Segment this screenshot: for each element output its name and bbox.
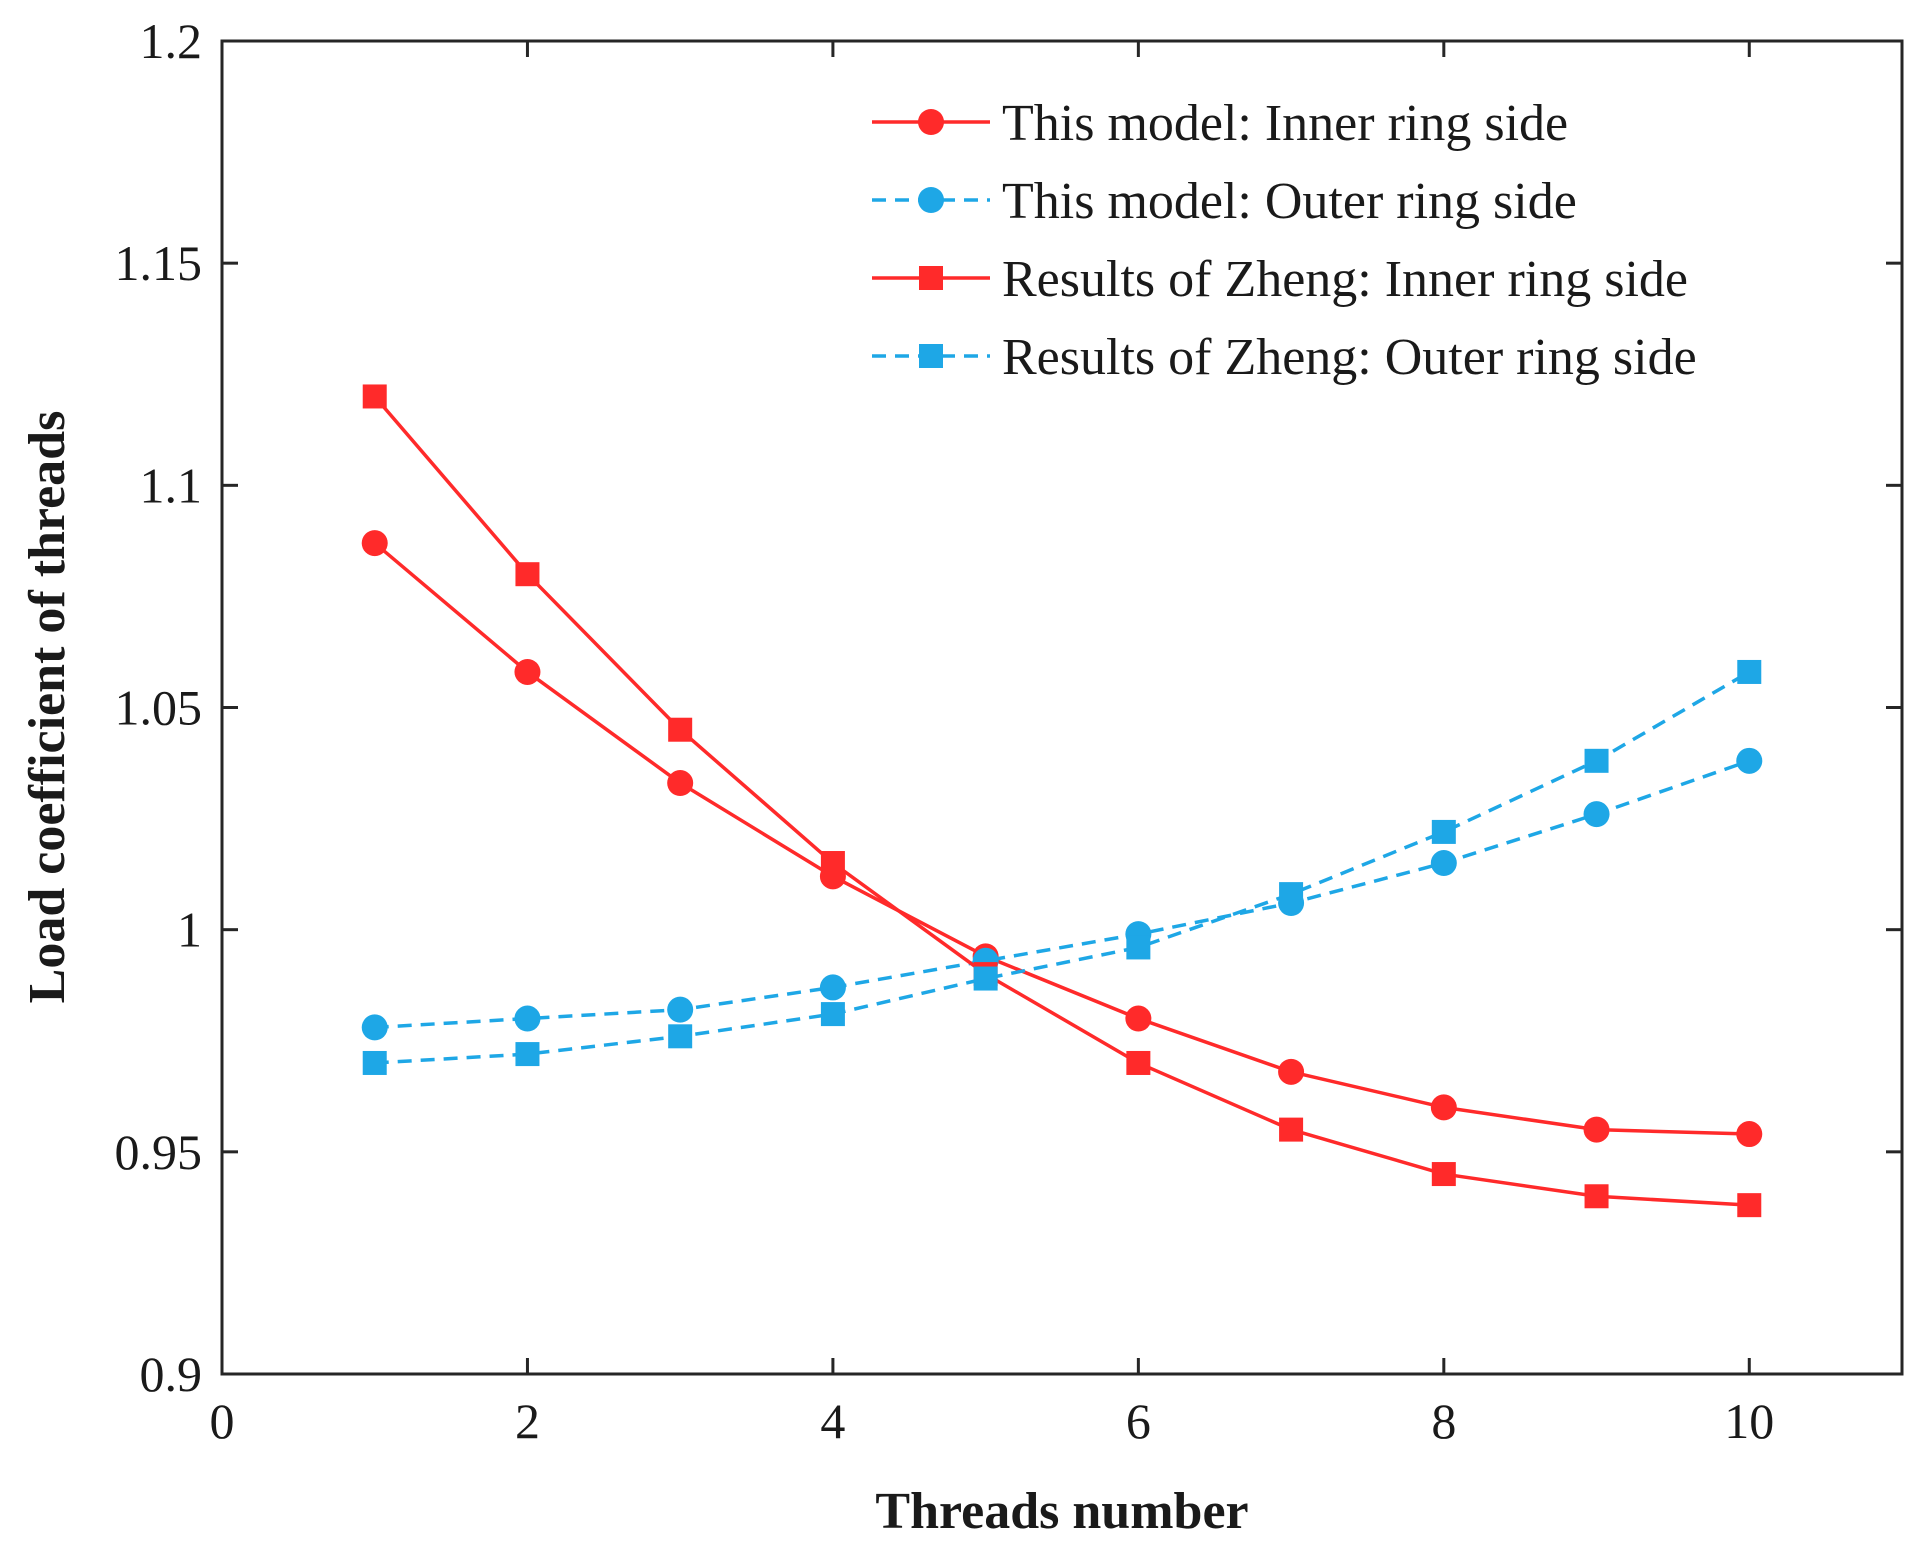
data-point <box>1279 882 1304 907</box>
y-tick-label: 1.15 <box>115 235 203 291</box>
legend-item: This model: Inner ring side <box>872 95 1568 152</box>
data-point <box>362 384 387 409</box>
ticks-group: 0 2 4 6 8 10 0.9 0.95 1 1.05 1.1 1.15 1.2 <box>115 13 1902 1449</box>
y-tick-label: 1 <box>177 902 202 958</box>
data-point <box>361 1014 388 1041</box>
legend-item: Results of Zheng: Inner ring side <box>872 251 1688 308</box>
data-point <box>820 1002 845 1027</box>
legend-label: Results of Zheng: Inner ring side <box>1002 251 1688 308</box>
x-tick-label: 4 <box>820 1393 845 1449</box>
axes-group <box>220 39 1904 1376</box>
series-2 <box>361 747 1763 1041</box>
legend-label: This model: Outer ring side <box>1002 173 1577 230</box>
data-point <box>1125 1005 1152 1032</box>
x-tick-label: 0 <box>210 1393 235 1449</box>
y-tick-label: 0.95 <box>115 1124 203 1180</box>
data-point <box>668 1024 693 1049</box>
data-point <box>1736 1121 1763 1148</box>
data-point <box>1584 1184 1609 1209</box>
legend-label: Results of Zheng: Outer ring side <box>1002 329 1697 386</box>
data-point <box>667 770 694 797</box>
data-point <box>1736 747 1763 774</box>
series-4 <box>362 659 1762 1075</box>
data-point <box>973 966 998 991</box>
x-axis-title: Threads number <box>875 1483 1248 1540</box>
data-point <box>362 1050 387 1075</box>
data-point <box>361 530 388 557</box>
data-point <box>668 717 693 742</box>
x-tick-label: 2 <box>515 1393 540 1449</box>
data-point <box>1584 748 1609 773</box>
data-point <box>1737 1193 1762 1218</box>
data-point <box>1430 850 1457 877</box>
data-point <box>1583 801 1610 828</box>
data-point <box>1430 1094 1457 1121</box>
series-1 <box>361 530 1763 1148</box>
y-tick-label: 1.2 <box>140 13 203 69</box>
x-tick-label: 10 <box>1724 1393 1774 1449</box>
data-point <box>820 851 845 876</box>
plot-frame <box>220 39 1904 1376</box>
data-point <box>1126 935 1151 960</box>
data-point <box>667 996 694 1023</box>
data-point <box>1279 1117 1304 1142</box>
data-point <box>1583 1116 1610 1143</box>
x-tick-label: 6 <box>1126 1393 1151 1449</box>
y-axis-title: Load coefficient of threads <box>19 411 76 1004</box>
legend-marker <box>919 344 943 368</box>
legend-item: Results of Zheng: Outer ring side <box>872 329 1697 386</box>
series-line <box>374 759 1750 1030</box>
series-line <box>373 541 1750 1136</box>
y-tick-label: 1.1 <box>140 457 203 513</box>
legend-label: This model: Inner ring side <box>1002 95 1568 152</box>
data-point <box>514 1005 541 1032</box>
data-point <box>1278 1058 1305 1085</box>
legend-marker <box>919 266 943 290</box>
data-point <box>515 562 540 587</box>
series-3 <box>362 384 1762 1218</box>
data-point <box>514 658 541 685</box>
legend-marker <box>918 187 944 213</box>
data-point <box>1126 1050 1151 1075</box>
data-point <box>1431 819 1456 844</box>
data-point <box>1737 659 1762 684</box>
series-group <box>361 384 1763 1218</box>
series-line <box>374 670 1751 1065</box>
y-tick-label: 0.9 <box>140 1346 203 1402</box>
x-tick-label: 8 <box>1431 1393 1456 1449</box>
data-point <box>515 1042 540 1067</box>
y-tick-label: 1.05 <box>115 680 203 736</box>
data-point <box>819 974 846 1001</box>
series-line <box>373 395 1750 1207</box>
legend-item: This model: Outer ring side <box>872 173 1577 230</box>
legend: This model: Inner ring side This model: O… <box>872 95 1697 386</box>
legend-marker <box>918 109 944 135</box>
data-point <box>1431 1162 1456 1187</box>
